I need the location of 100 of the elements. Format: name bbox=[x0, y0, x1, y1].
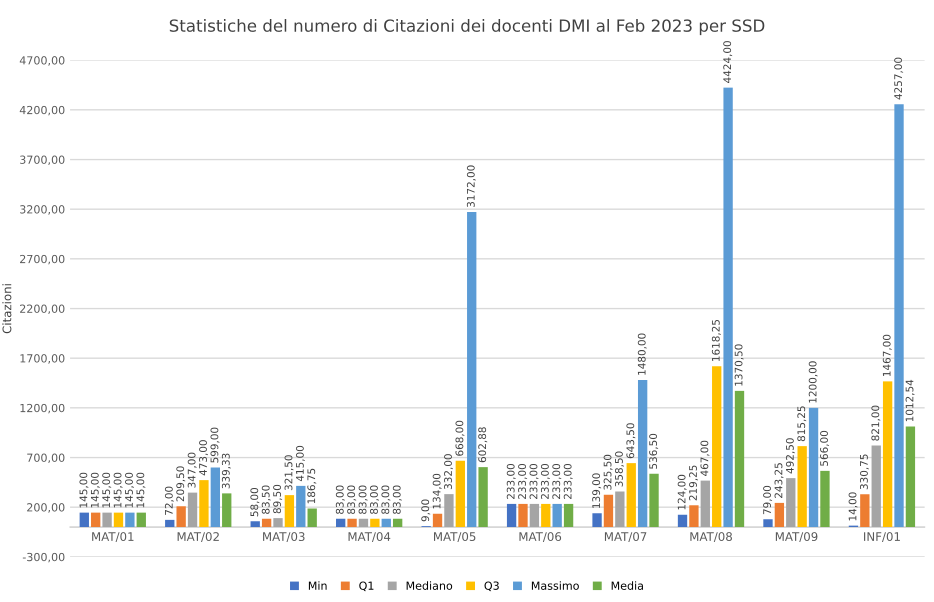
bar bbox=[467, 212, 476, 528]
bar bbox=[604, 494, 614, 528]
data-label: 233,00 bbox=[540, 464, 550, 499]
bar bbox=[626, 463, 636, 528]
data-label: 815,25 bbox=[797, 406, 806, 442]
bar bbox=[860, 494, 870, 528]
bar bbox=[199, 480, 209, 528]
bar bbox=[262, 518, 272, 528]
data-label: 233,00 bbox=[552, 464, 562, 499]
chart-title: Statistiche del numero di Citazioni dei docenti DMI al Feb 2023 per SSD bbox=[170, 19, 764, 36]
bar bbox=[91, 512, 100, 528]
legend-label: Media bbox=[612, 581, 643, 590]
data-label: 415,00 bbox=[296, 446, 305, 482]
data-label: 9,00 bbox=[421, 499, 430, 522]
data-label: 186,75 bbox=[307, 468, 316, 504]
bar bbox=[786, 478, 796, 528]
data-label: 1480,00 bbox=[638, 333, 647, 375]
bar bbox=[432, 514, 442, 528]
data-label: 72,00 bbox=[164, 486, 174, 515]
data-label: 145,00 bbox=[114, 472, 123, 508]
data-label: 145,00 bbox=[136, 472, 146, 508]
x-tick-label: MAT/05 bbox=[434, 532, 476, 542]
bar bbox=[165, 520, 174, 528]
legend-label: Mediano bbox=[406, 581, 452, 590]
data-label: 332,00 bbox=[444, 454, 454, 490]
bar bbox=[906, 426, 916, 528]
x-tick-label: MAT/06 bbox=[519, 532, 562, 542]
data-label: 209,50 bbox=[176, 466, 186, 502]
data-label: 643,50 bbox=[626, 423, 636, 458]
bar bbox=[808, 408, 818, 528]
bar bbox=[308, 508, 317, 528]
data-label: 492,50 bbox=[786, 438, 795, 474]
bar bbox=[723, 88, 733, 528]
bar bbox=[188, 492, 198, 528]
data-label: 339,33 bbox=[222, 454, 231, 488]
bar bbox=[382, 518, 391, 528]
y-tick-label: 2700,00 bbox=[20, 254, 64, 264]
bar bbox=[530, 504, 540, 528]
bar bbox=[649, 474, 659, 528]
bar bbox=[273, 518, 283, 528]
x-tick-label: MAT/03 bbox=[263, 532, 305, 542]
bar bbox=[700, 480, 710, 528]
bar bbox=[250, 521, 260, 528]
y-tick-label: 1700,00 bbox=[20, 354, 64, 364]
data-label: 14,00 bbox=[848, 492, 858, 520]
data-label: 473,00 bbox=[199, 440, 208, 476]
data-label: 124,00 bbox=[678, 474, 687, 510]
bar bbox=[176, 506, 186, 528]
bar bbox=[136, 512, 146, 528]
data-label: 219,25 bbox=[689, 466, 698, 500]
bar bbox=[336, 518, 346, 528]
y-tick-label: 3700,00 bbox=[20, 156, 64, 166]
bar bbox=[478, 467, 488, 528]
data-label: 1200,00 bbox=[808, 361, 818, 403]
data-label: 233,00 bbox=[506, 464, 516, 499]
y-tick-label: 4200,00 bbox=[20, 106, 64, 116]
data-label: 602,88 bbox=[478, 427, 488, 462]
bar bbox=[712, 366, 722, 528]
bar bbox=[392, 518, 402, 528]
bar bbox=[820, 470, 830, 528]
legend-label: Q3 bbox=[484, 581, 499, 592]
data-label: 347,00 bbox=[188, 452, 197, 488]
bar bbox=[689, 505, 699, 528]
bar bbox=[506, 504, 516, 528]
x-tick-label: MAT/07 bbox=[604, 532, 646, 542]
bar bbox=[125, 512, 135, 528]
data-label: 83,50 bbox=[262, 485, 271, 514]
bar bbox=[456, 460, 465, 528]
bar bbox=[222, 493, 232, 528]
bar bbox=[872, 446, 881, 528]
y-tick-label: 1200,00 bbox=[20, 404, 64, 414]
data-label: 1618,25 bbox=[712, 320, 721, 361]
data-label: 89,50 bbox=[273, 484, 282, 514]
bar bbox=[552, 504, 562, 528]
y-tick-label: 2200,00 bbox=[20, 304, 64, 314]
data-label: 139,00 bbox=[592, 473, 602, 508]
bar bbox=[102, 512, 112, 528]
data-label: 1370,50 bbox=[734, 344, 744, 386]
data-label: 358,50 bbox=[614, 452, 624, 486]
data-label: 58,00 bbox=[250, 488, 260, 516]
bar bbox=[358, 518, 368, 528]
data-label: 145,00 bbox=[79, 472, 88, 508]
bar bbox=[347, 518, 357, 528]
data-label: 79,00 bbox=[763, 486, 772, 514]
data-label: 134,00 bbox=[432, 474, 442, 508]
bar bbox=[541, 504, 550, 528]
bar bbox=[638, 380, 648, 528]
data-label: 83,00 bbox=[392, 486, 402, 514]
bar bbox=[114, 512, 124, 528]
data-label: 467,00 bbox=[700, 440, 710, 476]
data-label: 821,00 bbox=[871, 406, 880, 441]
x-tick-label: INF/01 bbox=[864, 532, 900, 542]
data-label: 243,25 bbox=[774, 463, 784, 498]
data-label: 233,00 bbox=[530, 464, 538, 499]
data-label: 83,00 bbox=[347, 486, 356, 514]
data-label: 1467,00 bbox=[882, 334, 892, 376]
y-tick-label: 3200,00 bbox=[20, 205, 64, 215]
data-label: 325,50 bbox=[604, 454, 613, 490]
y-tick-label: -300,00 bbox=[22, 552, 64, 562]
data-label: 4257,00 bbox=[894, 58, 904, 100]
